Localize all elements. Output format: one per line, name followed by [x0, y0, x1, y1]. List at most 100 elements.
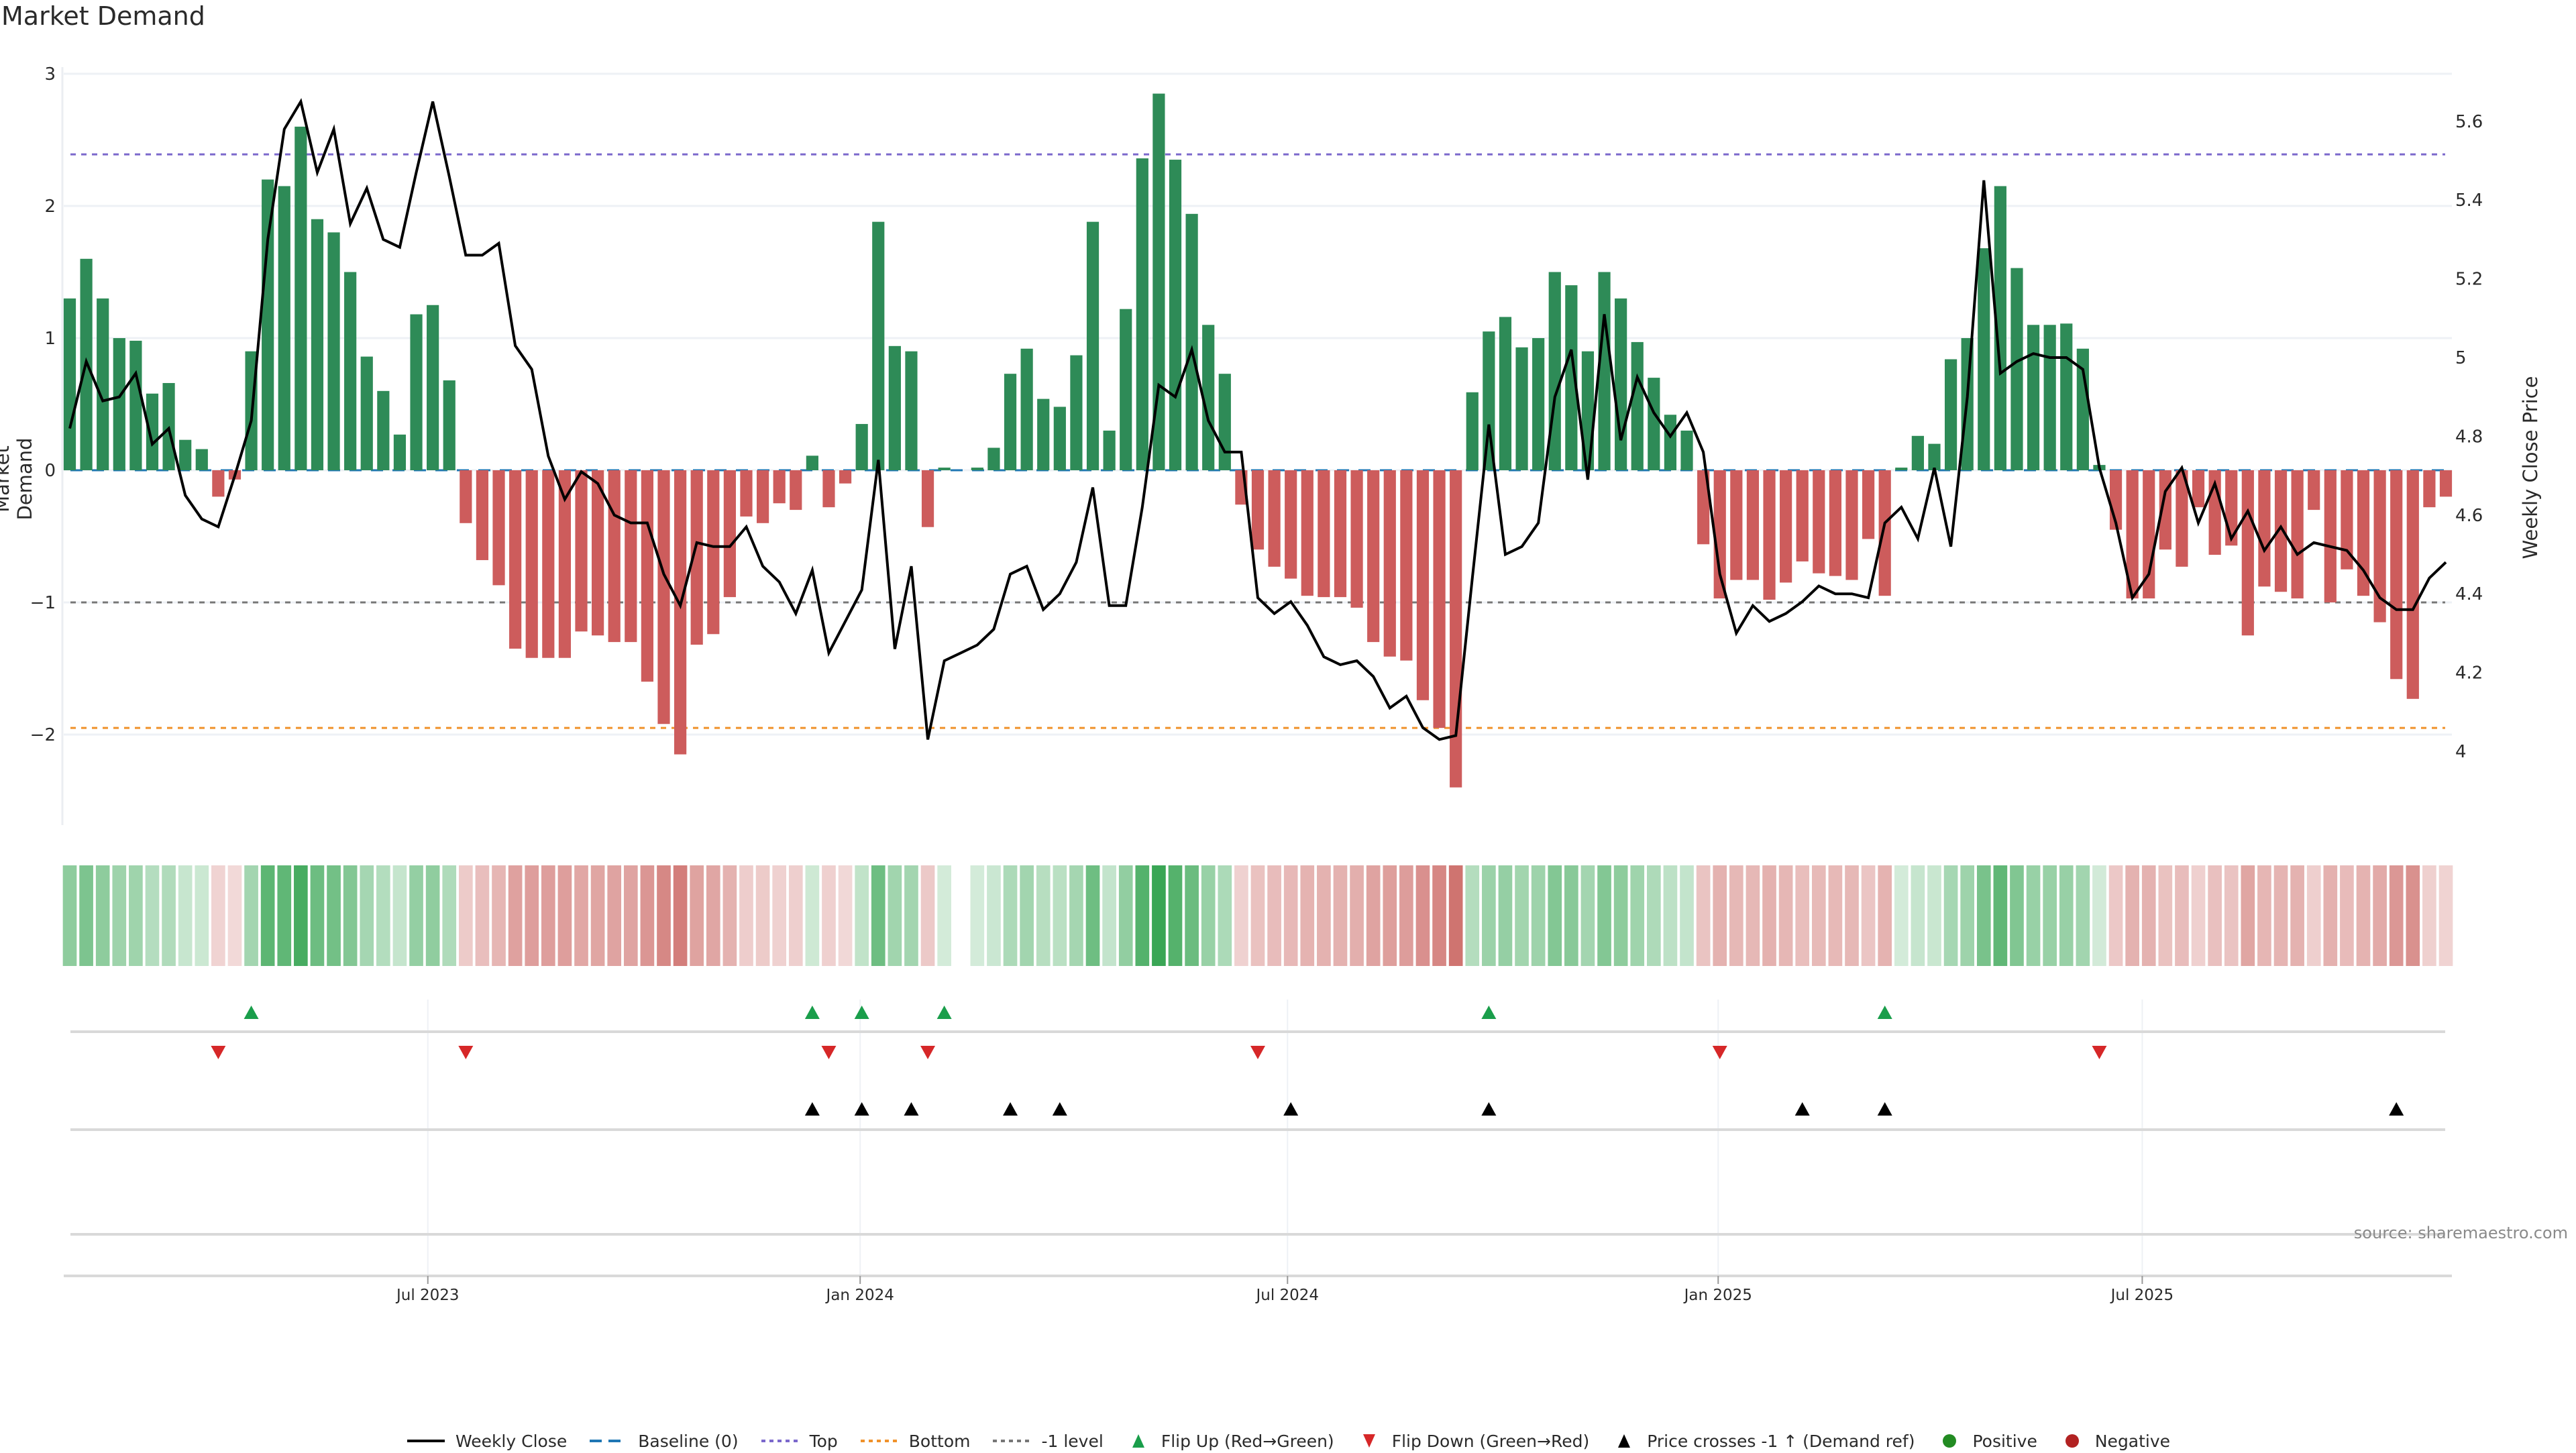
heatmap-cell — [1283, 865, 1298, 966]
dotted-line-icon — [860, 1440, 898, 1442]
heatmap-cell — [492, 865, 506, 966]
demand-bar — [872, 221, 885, 470]
legend-item-bottom[interactable]: Bottom — [859, 1432, 970, 1451]
right-tick-label: 4.6 — [2455, 506, 2483, 526]
heatmap-cell — [888, 865, 902, 966]
demand-bar — [410, 314, 423, 470]
demand-bar — [1648, 378, 1660, 470]
demand-bar — [1664, 415, 1677, 470]
demand-bar — [690, 470, 703, 645]
legend-item-positive[interactable]: Positive — [1936, 1432, 2037, 1451]
flip-up-marker — [1481, 1006, 1497, 1019]
demand-bar — [1548, 272, 1561, 470]
demand-bar — [360, 356, 373, 470]
heatmap-cell — [1630, 865, 1645, 966]
heatmap-cell — [1218, 865, 1232, 966]
heatmap-cell — [673, 865, 688, 966]
legend-item-baseline[interactable]: Baseline (0) — [588, 1431, 739, 1451]
legend-item-price-crosses[interactable]: Price crosses -1 ↑ (Demand ref) — [1611, 1432, 1915, 1451]
heatmap-cell — [1366, 865, 1381, 966]
left-axis-title: Market Demand — [0, 437, 36, 521]
demand-bar — [179, 439, 192, 470]
x-tick-label: Jul 2025 — [2110, 1287, 2174, 1304]
demand-bar — [212, 470, 225, 497]
demand-bar — [1152, 93, 1165, 471]
x-tick-label: Jan 2025 — [1683, 1287, 1752, 1304]
triangle-up-icon — [1618, 1434, 1631, 1448]
circle-icon — [2065, 1434, 2079, 1448]
heatmap-cell — [1564, 865, 1578, 966]
heatmap-cell — [1432, 865, 1446, 966]
heatmap-cell — [2141, 865, 2156, 966]
heatmap-cell — [871, 865, 885, 966]
demand-bar — [1318, 470, 1330, 598]
heatmap-cell — [1102, 865, 1116, 966]
demand-bar — [1301, 470, 1313, 596]
solid-line-icon — [407, 1440, 445, 1442]
legend-item-weekly-close[interactable]: Weekly Close — [406, 1432, 567, 1451]
dotted-line-icon — [993, 1440, 1031, 1442]
heatmap-cell — [343, 865, 358, 966]
demand-bar — [1829, 470, 1842, 576]
heatmap-cell — [1383, 865, 1397, 966]
legend-item-minus-one-level[interactable]: -1 level — [991, 1432, 1104, 1451]
demand-bar — [2274, 470, 2288, 592]
demand-bar — [2060, 323, 2073, 470]
heatmap-cell — [475, 865, 490, 966]
legend-label: Flip Up (Red→Green) — [1161, 1431, 1334, 1451]
heatmap-cell — [755, 865, 770, 966]
left-tick-label: 3 — [44, 64, 56, 85]
heatmap-cell — [1993, 865, 2008, 966]
heatmap-cell — [2010, 865, 2024, 966]
legend-item-negative[interactable]: Negative — [2059, 1432, 2170, 1451]
heatmap-cell — [1663, 865, 1678, 966]
heatmap-cell — [1548, 865, 1562, 966]
heatmap-cell — [1795, 865, 1810, 966]
flip-up-marker — [854, 1006, 869, 1019]
demand-bar — [129, 340, 142, 470]
legend-label: Baseline (0) — [638, 1431, 739, 1451]
demand-bar — [1631, 341, 1644, 470]
demand-bar — [2143, 470, 2155, 599]
heatmap-cell — [1168, 865, 1183, 966]
demand-bar — [1004, 374, 1017, 470]
heatmap-cell — [855, 865, 869, 966]
triangle-down-icon — [1362, 1434, 1375, 1448]
demand-bar — [592, 470, 604, 636]
x-tick-label: Jul 2023 — [395, 1287, 460, 1304]
legend-item-flip-up[interactable]: Flip Up (Red→Green) — [1125, 1432, 1334, 1451]
x-tick-label: Jan 2024 — [825, 1287, 894, 1304]
left-axis-ticks: 3 2 1 0 −1 −2 — [30, 64, 56, 745]
demand-bar — [1367, 470, 1380, 643]
heatmap-cell — [772, 865, 787, 966]
heatmap-cell — [1778, 865, 1793, 966]
demand-bar — [1713, 470, 1726, 599]
heatmap-cell — [2323, 865, 2338, 966]
demand-bar — [2324, 470, 2337, 602]
demand-bar — [344, 272, 357, 470]
demand-bar — [1763, 470, 1776, 600]
heatmap-cell — [1448, 865, 1463, 966]
heatmap-cell — [557, 865, 572, 966]
heatmap-cell — [79, 865, 93, 966]
demand-bar — [1944, 359, 1957, 470]
demand-bar — [2406, 470, 2419, 699]
demand-bar — [327, 232, 340, 470]
left-tick-label: 0 — [44, 461, 56, 481]
heatmap-cell — [1828, 865, 1843, 966]
heatmap-cell — [2175, 865, 2189, 966]
demand-bar — [2341, 470, 2353, 570]
heatmap-cell — [2224, 865, 2239, 966]
heatmap-cell — [1085, 865, 1100, 966]
heatmap-cell — [112, 865, 127, 966]
demand-bar — [1515, 347, 1528, 470]
legend-item-top[interactable]: Top — [760, 1432, 838, 1451]
demand-bar — [1565, 285, 1578, 470]
demand-bar — [97, 298, 109, 470]
left-tick-label: −1 — [30, 593, 56, 613]
dashed-line-icon — [590, 1440, 628, 1442]
heatmap-cell — [1845, 865, 1859, 966]
demand-bar — [1070, 355, 1083, 470]
legend-item-flip-down[interactable]: Flip Down (Green→Red) — [1356, 1432, 1589, 1451]
heatmap-cell — [1399, 865, 1413, 966]
